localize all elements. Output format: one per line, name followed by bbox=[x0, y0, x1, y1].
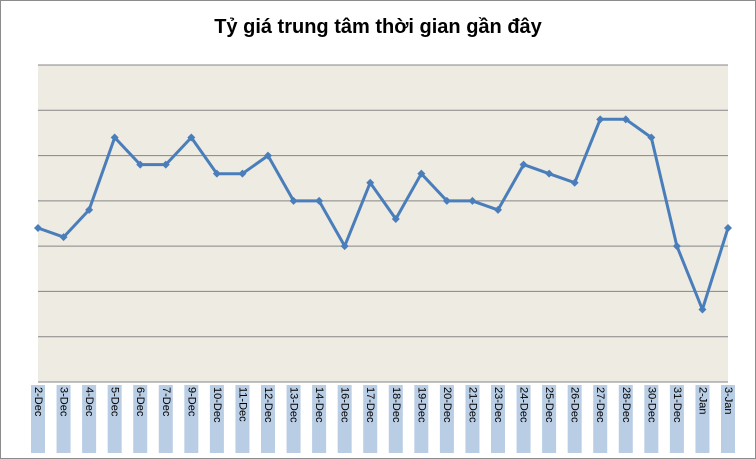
x-tick-label: 7-Dec bbox=[158, 385, 173, 453]
data-point bbox=[289, 196, 298, 205]
svg-text:16-Dec: 16-Dec bbox=[339, 387, 351, 423]
svg-text:12-Dec: 12-Dec bbox=[262, 387, 274, 423]
data-point bbox=[161, 160, 170, 169]
x-tick-label: 2-Dec bbox=[31, 385, 45, 453]
svg-text:10-Dec: 10-Dec bbox=[211, 387, 223, 423]
data-point bbox=[340, 242, 349, 251]
data-point bbox=[545, 169, 554, 178]
x-tick-label: 14-Dec bbox=[312, 385, 327, 453]
data-point bbox=[212, 169, 221, 178]
data-point bbox=[647, 133, 656, 142]
x-tick-label: 24-Dec bbox=[516, 385, 531, 453]
x-tick-label: 6-Dec bbox=[133, 385, 148, 453]
x-tick-label: 31-Dec bbox=[669, 385, 684, 453]
svg-text:24-Dec: 24-Dec bbox=[518, 387, 530, 423]
svg-text:13-Dec: 13-Dec bbox=[288, 387, 300, 423]
data-point bbox=[621, 115, 630, 124]
data-point bbox=[698, 305, 707, 314]
data-point bbox=[468, 196, 477, 205]
svg-text:3-Jan: 3-Jan bbox=[722, 387, 734, 415]
data-point bbox=[187, 133, 196, 142]
data-point bbox=[34, 224, 42, 233]
x-tick-label: 3-Dec bbox=[56, 385, 71, 453]
plot-area bbox=[38, 65, 728, 382]
x-tick-label: 16-Dec bbox=[337, 385, 352, 453]
chart-title: Tỷ giá trung tâm thời gian gần đây bbox=[214, 16, 542, 38]
x-tick-label: 12-Dec bbox=[261, 385, 275, 453]
svg-text:21-Dec: 21-Dec bbox=[466, 387, 478, 423]
data-point bbox=[391, 214, 400, 223]
data-point bbox=[724, 224, 732, 233]
svg-text:20-Dec: 20-Dec bbox=[441, 387, 453, 423]
data-point bbox=[315, 196, 324, 205]
x-axis-tick-labels: 2-Dec 3-Dec 4-Dec 5-Dec 6-Dec 7-Dec 9-Dec 10-De… bbox=[31, 385, 735, 453]
svg-text:25-Dec: 25-Dec bbox=[543, 387, 555, 423]
x-tick-label: 13-Dec bbox=[286, 385, 301, 453]
data-point bbox=[366, 178, 375, 187]
svg-text:26-Dec: 26-Dec bbox=[569, 387, 581, 423]
x-tick-label: 30-Dec bbox=[644, 385, 659, 453]
svg-text:14-Dec: 14-Dec bbox=[313, 387, 325, 423]
x-tick-label: 10-Dec bbox=[209, 385, 224, 453]
x-tick-label: 19-Dec bbox=[414, 385, 429, 453]
x-tick-label: 3-Jan bbox=[721, 385, 735, 453]
x-tick-label: 27-Dec bbox=[593, 385, 608, 453]
svg-text:18-Dec: 18-Dec bbox=[390, 387, 402, 423]
data-point bbox=[59, 233, 68, 242]
svg-text:17-Dec: 17-Dec bbox=[364, 387, 376, 423]
svg-text:4-Dec: 4-Dec bbox=[83, 387, 95, 417]
gridlines bbox=[38, 64, 728, 383]
x-tick-label: 20-Dec bbox=[439, 385, 454, 453]
x-tick-label: 21-Dec bbox=[465, 385, 480, 453]
svg-text:6-Dec: 6-Dec bbox=[134, 387, 146, 417]
x-tick-label: 25-Dec bbox=[542, 385, 557, 453]
svg-text:7-Dec: 7-Dec bbox=[160, 387, 172, 417]
data-point bbox=[596, 115, 605, 124]
svg-text:30-Dec: 30-Dec bbox=[645, 387, 657, 423]
data-point bbox=[85, 205, 94, 214]
series-line-layer bbox=[34, 115, 732, 314]
svg-text:3-Dec: 3-Dec bbox=[58, 387, 70, 417]
data-point bbox=[264, 151, 272, 160]
x-tick-label: 5-Dec bbox=[107, 385, 122, 453]
svg-text:23-Dec: 23-Dec bbox=[492, 387, 504, 423]
x-tick-label: 2-Jan bbox=[695, 385, 710, 453]
data-point bbox=[494, 205, 502, 214]
svg-text:11-Dec: 11-Dec bbox=[236, 387, 248, 422]
x-tick-label: 26-Dec bbox=[567, 385, 582, 453]
data-point bbox=[417, 169, 426, 178]
data-point bbox=[442, 196, 451, 205]
svg-text:9-Dec: 9-Dec bbox=[185, 387, 197, 417]
data-point bbox=[519, 160, 528, 169]
data-point bbox=[238, 169, 247, 178]
x-tick-label: 4-Dec bbox=[82, 385, 97, 453]
series-line bbox=[37, 117, 730, 311]
x-tick-label: 17-Dec bbox=[363, 385, 378, 453]
x-tick-label: 9-Dec bbox=[184, 385, 199, 453]
svg-text:2-Dec: 2-Dec bbox=[32, 387, 44, 417]
svg-text:28-Dec: 28-Dec bbox=[620, 387, 632, 423]
x-tick-label: 18-Dec bbox=[388, 385, 403, 453]
data-point bbox=[672, 242, 681, 251]
x-tick-label: 11-Dec bbox=[235, 385, 250, 453]
svg-text:2-Jan: 2-Jan bbox=[696, 387, 708, 415]
x-tick-label: 28-Dec bbox=[618, 385, 633, 453]
svg-text:27-Dec: 27-Dec bbox=[594, 387, 606, 423]
svg-text:19-Dec: 19-Dec bbox=[415, 387, 427, 423]
svg-text:31-Dec: 31-Dec bbox=[671, 387, 683, 423]
data-point bbox=[136, 160, 145, 169]
data-point bbox=[570, 178, 579, 187]
x-tick-label: 23-Dec bbox=[491, 385, 505, 453]
data-point bbox=[110, 133, 119, 142]
svg-text:5-Dec: 5-Dec bbox=[109, 387, 121, 417]
